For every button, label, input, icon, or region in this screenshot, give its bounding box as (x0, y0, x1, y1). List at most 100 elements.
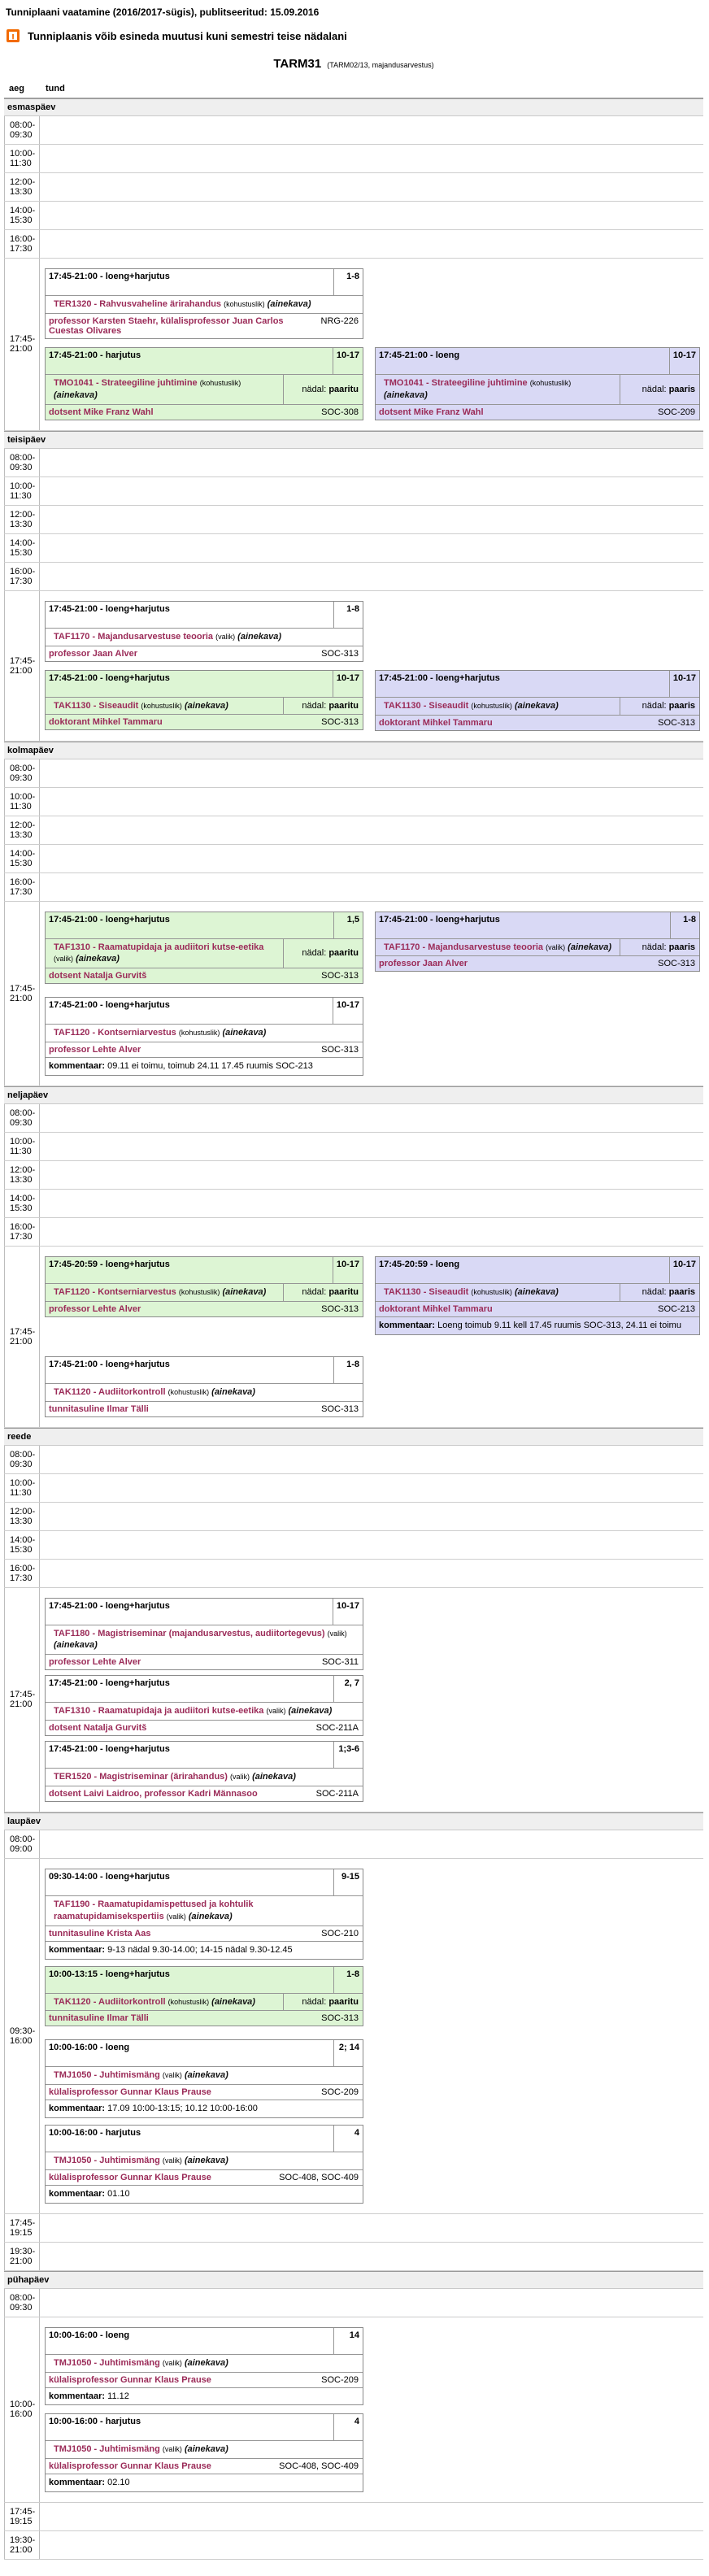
lecturer-link[interactable]: dotsent Mike Franz Wahl (49, 407, 154, 417)
lecturer-link[interactable]: dotsent Natalja Gurvitš (49, 1723, 147, 1734)
time-row: 12:00- 13:30 (4, 1502, 703, 1531)
ainekava-link[interactable]: (ainekava) (237, 631, 281, 642)
course-link[interactable]: TER1320 - Rahvusvaheline ärirahandus (54, 299, 222, 309)
person-row: professor Karsten Staehr, külalisprofess… (46, 314, 363, 338)
lecturer-link[interactable]: doktorant Mihkel Tammaru (49, 717, 163, 728)
lesson-block: 17:45-21:00 - loeng 10-17 TMO1041 - Strate… (375, 347, 700, 420)
course-link[interactable]: TAF1170 - Majandusarvestuse teooria (54, 631, 214, 642)
time-label: 17:45- 19:15 (4, 2503, 40, 2531)
lesson-block: 17:45-21:00 - loeng+harjutus 1-8 TAF1170 -… (375, 911, 700, 973)
ainekava-link[interactable]: (ainekava) (76, 954, 120, 964)
week-parity-label: nädal: (302, 948, 327, 959)
lesson-type: loeng+harjutus (105, 1259, 170, 1269)
lesson-header: 10:00-16:00 - loeng 14 (46, 2327, 363, 2355)
course-link[interactable]: TAK1120 - Audiitorkontroll (54, 1386, 166, 1397)
lecturer-link[interactable]: doktorant Mihkel Tammaru (379, 717, 493, 728)
course-link[interactable]: TAK1130 - Siseaudit (54, 700, 139, 711)
lesson-weeks: 1-8 (333, 1356, 363, 1383)
course-link[interactable]: TAF1310 - Raamatupidaja ja audiitori kut… (54, 942, 264, 952)
comment-row: kommentaar: 09.11 ei toimu, toimub 24.11… (46, 1057, 363, 1075)
course-link[interactable]: TAF1170 - Majandusarvestuse teooria (384, 942, 544, 952)
lecturer-link[interactable]: professor Karsten Staehr, külalisprofess… (49, 315, 284, 336)
comment-text: 9-13 nädal 9.30-14.00; 14-15 nädal 9.30-… (107, 1944, 293, 1955)
course-link[interactable]: TAK1120 - Audiitorkontroll (54, 1996, 166, 2007)
lesson-header: 17:45-21:00 - loeng 10-17 (376, 348, 699, 375)
lecturer-link[interactable]: dotsent Mike Franz Wahl (379, 407, 484, 417)
course-link[interactable]: TAF1310 - Raamatupidaja ja audiitori kut… (54, 1706, 264, 1717)
lecturer-link[interactable]: külalisprofessor Gunnar Klaus Prause (49, 2461, 211, 2472)
lesson-weeks: 1,5 (333, 912, 363, 938)
lecturer-link[interactable]: külalisprofessor Gunnar Klaus Prause (49, 2374, 211, 2385)
time-row: 17:45- 21:00 17:45-21:00 - loeng+harjutus… (4, 901, 703, 1086)
lesson-block: 17:45-21:00 - loeng+harjutus 10-17 TAF1180… (45, 1597, 363, 1671)
lecturer-link[interactable]: professor Jaan Alver (49, 648, 138, 659)
lesson-time-type: 17:45-21:00 - loeng+harjutus (49, 1744, 170, 1755)
course-cell: TER1320 - Rahvusvaheline ärirahandus (ko… (46, 296, 363, 313)
room-label: SOC-308 (321, 407, 359, 417)
lecturer-link[interactable]: doktorant Mihkel Tammaru (379, 1303, 493, 1314)
course-link[interactable]: TMJ1050 - Juhtimismäng (54, 2070, 160, 2081)
time-label: 19:30- 21:00 (4, 2242, 40, 2270)
lesson-type: loeng+harjutus (105, 1744, 170, 1755)
course-link[interactable]: TMJ1050 - Juhtimismäng (54, 2156, 160, 2166)
course-link[interactable]: TMJ1050 - Juhtimismäng (54, 2357, 160, 2368)
lecturer-link[interactable]: professor Lehte Alver (49, 1657, 141, 1668)
ainekava-link[interactable]: (ainekava) (514, 700, 559, 711)
room-label: NRG-226 (320, 315, 359, 326)
lecturer-link[interactable]: külalisprofessor Gunnar Klaus Prause (49, 2172, 211, 2182)
course-link[interactable]: TAK1130 - Siseaudit (384, 700, 469, 711)
lecturer-link[interactable]: professor Jaan Alver (379, 959, 468, 969)
course-cell: TAF1180 - Magistriseminar (majandusarves… (46, 1625, 363, 1655)
course-link[interactable]: TMO1041 - Strateegiline juhtimine (54, 377, 198, 388)
time-row: 17:45- 19:15 (4, 2503, 703, 2532)
course-link[interactable]: TAF1180 - Magistriseminar (majandusarves… (54, 1628, 325, 1638)
course-requirement: (valik) (546, 942, 566, 951)
course-link[interactable]: TMJ1050 - Juhtimismäng (54, 2444, 160, 2455)
ainekava-link[interactable]: (ainekava) (568, 942, 611, 952)
course-cell: TMJ1050 - Juhtimismäng (valik) (ainekava… (46, 2152, 363, 2169)
ainekava-link[interactable]: (ainekava) (211, 1386, 255, 1397)
lessons-cell: 17:45-21:00 - loeng+harjutus 1-8 TAF1170 -… (40, 591, 705, 741)
lecturer-link[interactable]: tunnitasuline Krista Aas (49, 1928, 151, 1939)
lecturer-link[interactable]: dotsent Laivi Laidroo, professor Kadri M… (49, 1788, 258, 1799)
notice-bar: ! Tunniplaanis võib esineda muutusi kuni… (7, 29, 703, 44)
room-label: SOC-313 (321, 1403, 359, 1414)
ainekava-link[interactable]: (ainekava) (184, 2070, 228, 2081)
ainekava-link[interactable]: (ainekava) (288, 1706, 333, 1717)
course-link[interactable]: TAF1120 - Kontserniarvestus (54, 1028, 176, 1038)
lecturer-link[interactable]: tunnitasuline Ilmar Tälli (49, 1403, 149, 1414)
lecturer-link[interactable]: professor Lehte Alver (49, 1045, 141, 1055)
ainekava-link[interactable]: (ainekava) (514, 1286, 559, 1297)
lecturer-link[interactable]: tunnitasuline Ilmar Tälli (49, 2013, 149, 2024)
ainekava-link[interactable]: (ainekava) (188, 1911, 233, 1921)
week-parity-cell: nädal: paaritu (283, 938, 363, 968)
course-link[interactable]: TAF1190 - Raamatupidamispettused ja koht… (54, 1899, 254, 1921)
course-link[interactable]: TMO1041 - Strateegiline juhtimine (384, 378, 528, 388)
lesson-time: 17:45-21:00 (49, 672, 98, 683)
ainekava-link[interactable]: (ainekava) (54, 1640, 98, 1651)
ainekava-link[interactable]: (ainekava) (54, 389, 98, 400)
room-label: SOC-313 (321, 717, 359, 728)
ainekava-link[interactable]: (ainekava) (184, 2444, 228, 2455)
ainekava-link[interactable]: (ainekava) (184, 2357, 228, 2368)
ainekava-link[interactable]: (ainekava) (267, 299, 311, 309)
lesson-time: 17:45-21:00 (49, 1359, 98, 1369)
lecturer-link[interactable]: dotsent Natalja Gurvitš (49, 971, 147, 981)
course-link[interactable]: TER1520 - Magistriseminar (ärirahandus) (54, 1772, 228, 1782)
course-link[interactable]: TAF1120 - Kontserniarvestus (54, 1286, 176, 1297)
ainekava-link[interactable]: (ainekava) (222, 1028, 267, 1038)
course-row: TMJ1050 - Juhtimismäng (valik) (ainekava… (46, 2152, 363, 2170)
room-label: SOC-209 (658, 407, 695, 417)
lecturer-link[interactable]: professor Lehte Alver (49, 1303, 141, 1314)
ainekava-link[interactable]: (ainekava) (184, 700, 228, 711)
ainekava-link[interactable]: (ainekava) (222, 1286, 267, 1297)
lesson-header: 17:45-21:00 - loeng+harjutus 2, 7 (46, 1676, 363, 1704)
ainekava-link[interactable]: (ainekava) (184, 2156, 228, 2166)
ainekava-link[interactable]: (ainekava) (252, 1772, 296, 1782)
lesson-type: loeng+harjutus (105, 272, 170, 281)
course-link[interactable]: TAK1130 - Siseaudit (384, 1286, 469, 1297)
lecturer-link[interactable]: külalisprofessor Gunnar Klaus Prause (49, 2087, 211, 2098)
ainekava-link[interactable]: (ainekava) (211, 1996, 255, 2007)
odd-week-column: 09:30-14:00 - loeng+harjutus 9-15 TAF1190 … (45, 1868, 363, 2204)
ainekava-link[interactable]: (ainekava) (384, 389, 428, 400)
